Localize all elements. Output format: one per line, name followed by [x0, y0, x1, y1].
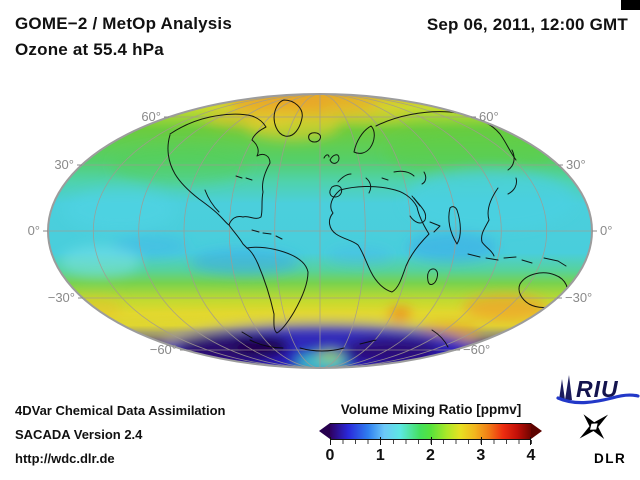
cathedral-icon [559, 375, 572, 400]
latitude-ticks [43, 116, 597, 351]
footer-url: http://wdc.dlr.de [15, 451, 115, 466]
lat-label-left-30s: −30° [48, 290, 75, 305]
colorbar-right-arrow-icon [531, 423, 542, 439]
lat-label-right-60s: −60° [463, 342, 490, 357]
lat-label-left-60n: 60° [141, 109, 161, 124]
colorbar-tick-0 [330, 437, 331, 445]
colorbar-tick-label-4: 4 [526, 447, 536, 464]
colorbar-tick-1 [380, 437, 382, 445]
colorbar-left-arrow-icon [319, 423, 330, 439]
colorbar-tick-label-1: 1 [375, 447, 385, 464]
swoosh-icon [556, 393, 640, 405]
lat-label-left-60s: −60° [150, 342, 177, 357]
figure-title: GOME−2 / MetOp Analysis [15, 14, 233, 33]
timestamp: Sep 06, 2011, 12:00 GMT [426, 15, 628, 34]
colorbar-tick-4 [530, 437, 531, 445]
dlr-logo: DLR [579, 414, 626, 466]
footer-version-label: SACADA Version 2.4 [15, 427, 143, 442]
colorbar [319, 423, 542, 445]
lat-label-left-0: 0° [28, 223, 40, 238]
colorbar-tick-2 [430, 437, 432, 445]
lat-label-left-30n: 30° [54, 157, 74, 172]
colorbar-title: Volume Mixing Ratio [ppmv] [340, 402, 522, 417]
lat-label-right-60n: 60° [479, 109, 499, 124]
graticule-grid [48, 93, 592, 369]
lat-label-right-30s: −30° [565, 290, 592, 305]
riu-logo: RIU [556, 375, 640, 405]
figure-subtitle: Ozone at 55.4 hPa [15, 40, 164, 59]
lat-label-right-0: 0° [600, 223, 612, 238]
colorbar-tick-3 [480, 437, 482, 445]
colorbar-tick-label-3: 3 [476, 447, 486, 464]
colorbar-tick-label-0: 0 [325, 447, 335, 464]
corner-marker [621, 0, 640, 10]
lat-label-right-30n: 30° [566, 157, 586, 172]
dlr-logo-text: DLR [594, 451, 626, 466]
colorbar-tick-label-2: 2 [426, 447, 435, 464]
dlr-star-icon [579, 414, 609, 439]
latitude-labels: 60° 30° 0° −30° −60° 60° 30° 0° −30° −60… [28, 109, 613, 357]
footer-assimilation-label: 4DVar Chemical Data Assimilation [15, 403, 226, 418]
